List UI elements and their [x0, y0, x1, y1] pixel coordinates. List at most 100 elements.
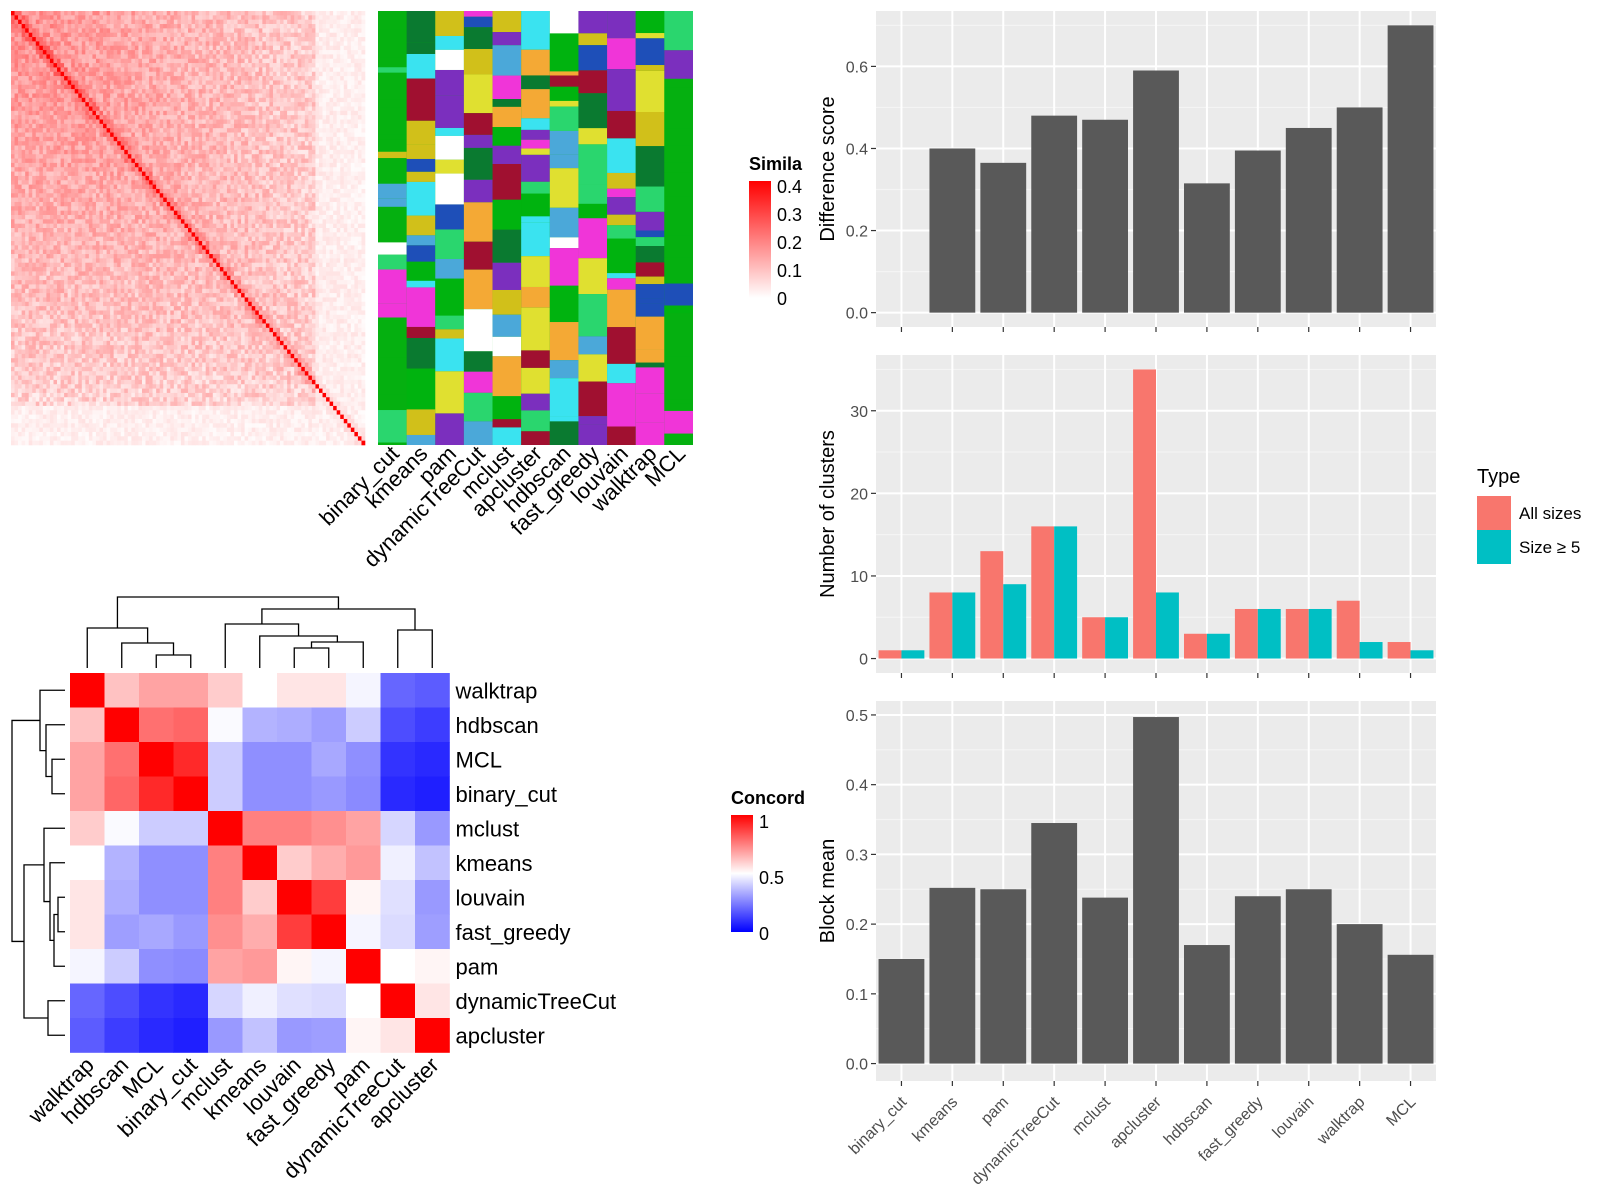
- similarity-cell: [237, 223, 242, 229]
- similarity-cell: [251, 136, 256, 142]
- similarity-cell: [124, 206, 129, 211]
- similarity-cell: [294, 132, 299, 138]
- similarity-cell: [49, 141, 54, 146]
- similarity-cell: [21, 158, 26, 164]
- similarity-cell: [209, 171, 214, 177]
- similarity-cell: [163, 197, 168, 203]
- similarity-cell: [354, 32, 359, 38]
- similarity-cell: [280, 67, 284, 73]
- similarity-cell: [287, 93, 291, 99]
- similarity-cell: [177, 67, 182, 73]
- similarity-cell: [25, 128, 29, 133]
- similarity-cell: [18, 71, 22, 77]
- similarity-cell: [53, 115, 58, 120]
- similarity-cell: [347, 184, 352, 190]
- similarity-cell: [64, 63, 68, 68]
- similarity-cell: [294, 197, 299, 203]
- similarity-cell: [333, 149, 337, 155]
- similarity-cell: [152, 11, 157, 16]
- similarity-cell: [14, 188, 19, 194]
- similarity-cell: [81, 115, 86, 120]
- similarity-cell: [308, 136, 313, 142]
- similarity-cell: [340, 193, 345, 198]
- similarity-cell: [103, 219, 107, 224]
- similarity-cell: [244, 210, 249, 216]
- similarity-cell: [336, 180, 341, 185]
- similarity-cell: [64, 141, 68, 146]
- similarity-cell: [64, 180, 68, 185]
- similarity-cell: [322, 71, 327, 77]
- similarity-cell: [141, 37, 146, 42]
- similarity-cell: [209, 84, 214, 90]
- similarity-cell: [57, 171, 61, 177]
- similarity-cell: [92, 93, 97, 99]
- similarity-cell: [301, 149, 306, 155]
- similarity-cell: [294, 45, 299, 51]
- similarity-cell: [195, 32, 199, 38]
- similarity-cell: [60, 41, 65, 47]
- similarity-cell: [127, 110, 132, 116]
- similarity-cell: [92, 136, 97, 142]
- similarity-cell: [53, 223, 58, 229]
- similarity-cell: [322, 214, 327, 220]
- similarity-cell: [283, 67, 288, 73]
- similarity-cell: [117, 54, 122, 60]
- similarity-cell: [212, 123, 217, 129]
- similarity-cell: [46, 67, 51, 73]
- similarity-cell: [336, 210, 341, 216]
- similarity-cell: [81, 184, 86, 190]
- similarity-cell: [226, 167, 231, 172]
- similarity-cell: [28, 162, 33, 168]
- similarity-cell: [78, 210, 83, 216]
- similarity-cell: [219, 136, 224, 142]
- similarity-cell: [46, 102, 51, 107]
- similarity-cell: [166, 80, 171, 86]
- similarity-cell: [318, 201, 323, 207]
- similarity-cell: [67, 89, 72, 94]
- similarity-cell: [336, 24, 341, 29]
- similarity-cell: [32, 219, 37, 224]
- similarity-cell: [322, 149, 327, 155]
- similarity-cell: [357, 89, 362, 94]
- similarity-cell: [255, 115, 260, 120]
- similarity-cell: [188, 141, 192, 146]
- similarity-cell: [188, 214, 192, 220]
- similarity-cell: [290, 175, 295, 181]
- similarity-cell: [170, 154, 175, 159]
- similarity-cell: [301, 167, 306, 172]
- similarity-cell: [219, 175, 224, 181]
- similarity-cell: [301, 93, 306, 99]
- similarity-cell: [209, 71, 214, 77]
- similarity-cell: [57, 37, 61, 42]
- similarity-cell: [357, 206, 362, 211]
- similarity-cell: [18, 123, 22, 129]
- similarity-cell: [336, 167, 341, 172]
- similarity-cell: [329, 145, 334, 151]
- similarity-cell: [53, 132, 58, 138]
- similarity-cell: [180, 206, 185, 211]
- similarity-cell: [78, 119, 83, 125]
- similarity-cell: [42, 210, 47, 216]
- similarity-cell: [343, 136, 348, 142]
- similarity-cell: [357, 162, 362, 168]
- similarity-cell: [205, 145, 210, 151]
- similarity-cell: [216, 97, 221, 103]
- similarity-cell: [216, 45, 221, 51]
- similarity-cell: [92, 201, 97, 207]
- similarity-cell: [110, 24, 114, 29]
- similarity-cell: [49, 37, 54, 42]
- similarity-cell: [287, 206, 291, 211]
- similarity-cell: [230, 154, 235, 159]
- similarity-cell: [57, 45, 61, 51]
- similarity-cell: [357, 32, 362, 38]
- similarity-cell: [265, 119, 270, 125]
- similarity-cell: [237, 102, 242, 107]
- similarity-cell: [71, 97, 76, 103]
- similarity-cell: [60, 123, 65, 129]
- similarity-cell: [67, 110, 72, 116]
- similarity-cell: [149, 123, 153, 129]
- similarity-cell: [78, 201, 83, 207]
- similarity-cell: [198, 119, 203, 125]
- similarity-cell: [120, 54, 125, 60]
- similarity-cell: [85, 119, 90, 125]
